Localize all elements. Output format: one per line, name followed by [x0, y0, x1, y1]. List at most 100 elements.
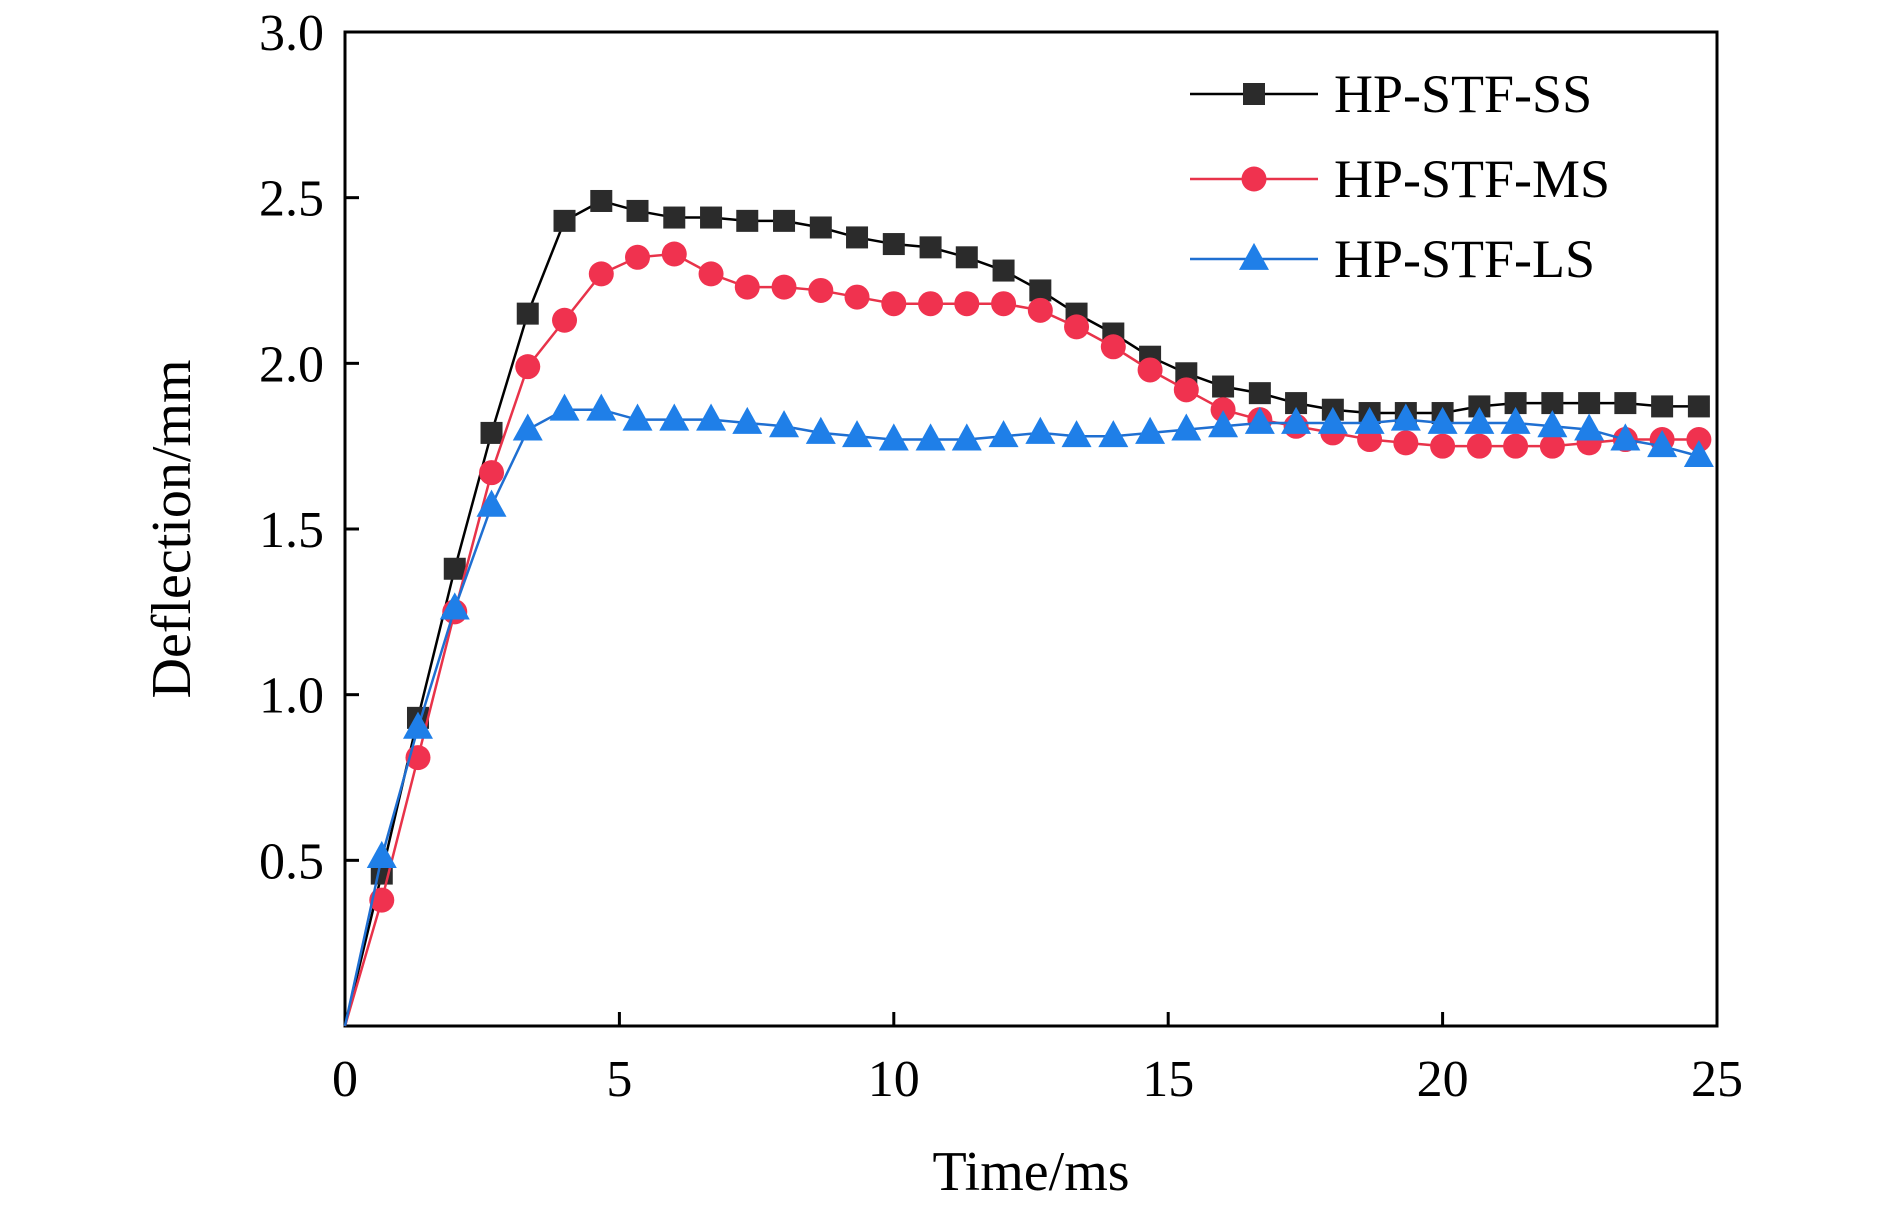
data-point: [443, 557, 466, 580]
legend-label: HP-STF-SS: [1334, 64, 1592, 124]
data-point: [878, 423, 909, 451]
data-point: [1025, 416, 1056, 444]
data-point: [844, 284, 870, 310]
y-tick-label: 1.0: [259, 668, 324, 725]
data-point: [1651, 395, 1674, 418]
data-point: [771, 274, 797, 300]
data-point: [1686, 427, 1712, 453]
data-point: [553, 209, 576, 232]
data-point: [696, 403, 727, 431]
y-tick-label: 1.5: [259, 502, 324, 559]
data-point: [991, 291, 1017, 317]
data-point: [1464, 406, 1495, 434]
data-point: [663, 206, 686, 229]
data-point: [1029, 279, 1052, 302]
data-point: [439, 592, 470, 620]
legend-marker: [1243, 83, 1265, 105]
y-axis-title: Deflection/mm: [141, 359, 203, 698]
data-point: [1281, 406, 1312, 434]
data-point: [1541, 392, 1564, 415]
data-point: [954, 291, 980, 317]
data-point: [700, 206, 723, 229]
data-point: [881, 291, 907, 317]
data-point: [951, 423, 982, 451]
data-point: [1210, 397, 1236, 423]
data-point: [805, 416, 836, 444]
data-point: [919, 236, 942, 259]
series-line: [343, 252, 1699, 1027]
data-point: [732, 406, 763, 434]
data-point: [369, 887, 395, 913]
legend-label: HP-STF-MS: [1334, 149, 1610, 209]
data-point: [1354, 406, 1385, 434]
data-point: [915, 423, 946, 451]
data-point: [918, 291, 944, 317]
data-point: [988, 420, 1019, 448]
data-point: [734, 274, 760, 300]
data-point: [588, 261, 614, 287]
y-tick-label: 2.0: [259, 336, 324, 393]
data-point: [1135, 416, 1166, 444]
data-point: [515, 354, 541, 380]
legend: HP-STF-SS HP-STF-MS HP-STF-LS: [1190, 64, 1610, 289]
data-point: [622, 403, 653, 431]
tick-layer: 0 5 10 15 20 25 0.5 1.0 1.5 2.0 2.5 3.0: [259, 5, 1743, 1108]
data-point: [552, 307, 578, 333]
legend-item: HP-STF-LS: [1190, 229, 1595, 289]
data-point: [1574, 413, 1605, 441]
data-point: [1468, 395, 1491, 418]
data-point: [1390, 403, 1421, 431]
data-point: [586, 393, 617, 421]
data-point: [1208, 410, 1239, 438]
data-point: [1061, 420, 1092, 448]
series-hp-stf-ms: [343, 241, 1712, 1027]
data-point: [476, 489, 507, 517]
data-point: [736, 209, 759, 232]
data-point: [480, 421, 503, 444]
data-point: [1171, 413, 1202, 441]
data-point: [512, 413, 543, 441]
data-point: [992, 259, 1015, 282]
legend-marker: [1239, 242, 1269, 270]
data-point: [842, 420, 873, 448]
data-point: [516, 302, 539, 325]
x-axis-title: Time/ms: [932, 1141, 1129, 1203]
legend-item: HP-STF-MS: [1190, 149, 1610, 209]
data-point: [809, 216, 832, 239]
data-point: [1098, 420, 1129, 448]
legend-item: HP-STF-SS: [1190, 64, 1592, 124]
data-point: [1027, 297, 1053, 323]
x-tick-label: 20: [1417, 1051, 1469, 1108]
data-point: [1285, 392, 1308, 415]
x-tick-label: 0: [332, 1051, 358, 1108]
series-hp-stf-ss: [343, 189, 1710, 1027]
series-layer: [343, 189, 1714, 1027]
data-point: [1430, 433, 1456, 459]
data-point: [1503, 433, 1529, 459]
data-point: [1137, 357, 1163, 383]
data-point: [698, 261, 724, 287]
data-point: [1537, 410, 1568, 438]
series-line: [343, 408, 1700, 1027]
data-point: [1466, 433, 1492, 459]
data-point: [1614, 392, 1637, 415]
data-point: [1504, 392, 1527, 415]
data-point: [1683, 439, 1714, 468]
data-point: [846, 226, 869, 249]
data-point: [1500, 406, 1531, 434]
data-point: [479, 460, 505, 486]
y-tick-label: 3.0: [259, 5, 324, 62]
data-point: [808, 277, 834, 303]
data-point: [1393, 430, 1419, 456]
data-point: [1173, 377, 1199, 403]
data-point: [882, 233, 905, 256]
data-point: [1687, 395, 1710, 418]
data-point: [659, 403, 690, 431]
data-point: [590, 189, 613, 212]
x-tick-label: 10: [868, 1051, 920, 1108]
data-point: [661, 241, 687, 267]
data-point: [366, 840, 397, 868]
data-point: [773, 209, 796, 232]
data-point: [626, 199, 649, 222]
